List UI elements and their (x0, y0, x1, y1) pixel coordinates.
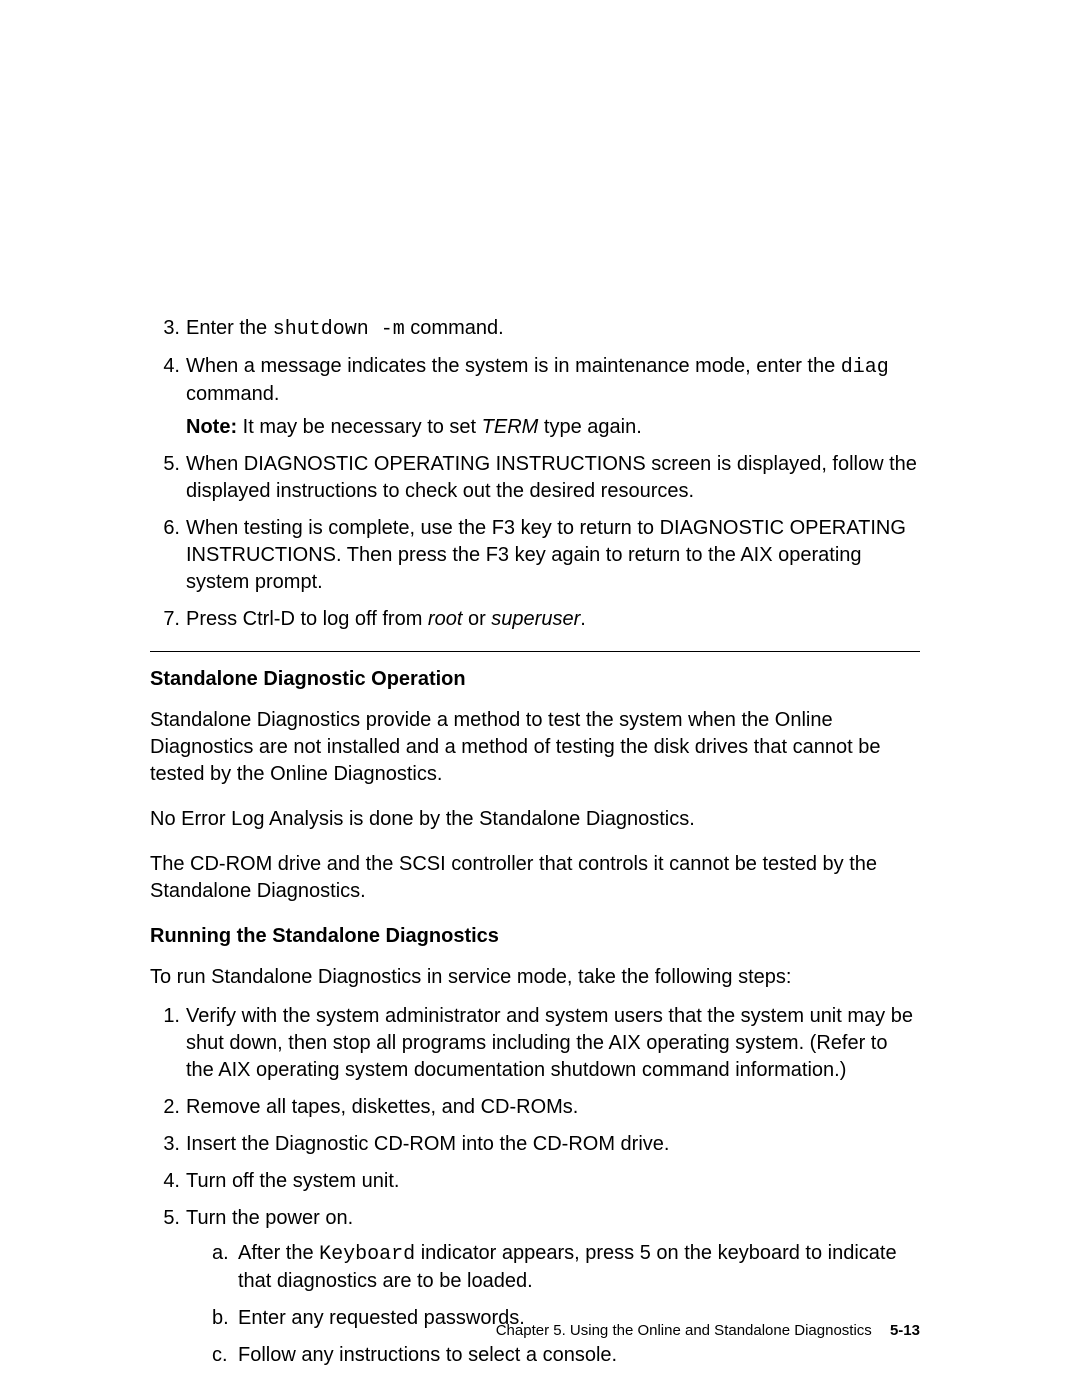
item-number: 2. (150, 1094, 186, 1121)
section-divider (150, 651, 920, 652)
text-suffix: . (580, 608, 586, 630)
list-item: 7. Press Ctrl-D to log off from root or … (150, 606, 920, 633)
item-body: When testing is complete, use the F3 key… (186, 515, 920, 596)
item-body: Turn the power on. a. After the Keyboard… (186, 1205, 920, 1379)
item-number: 5. (150, 1205, 186, 1379)
italic-text: root (428, 608, 462, 630)
item-body: Verify with the system administrator and… (186, 1003, 920, 1084)
item-body: Enter the shutdown -m command. (186, 315, 920, 343)
list-item: 3. Enter the shutdown -m command. (150, 315, 920, 343)
text-prefix: Press Ctrl-D to log off from (186, 608, 428, 630)
text-prefix: Enter the (186, 317, 273, 339)
italic-text: superuser (491, 608, 580, 630)
text-prefix: After the (238, 1242, 319, 1264)
list-item: 4. When a message indicates the system i… (150, 353, 920, 441)
paragraph: The CD-ROM drive and the SCSI controller… (150, 851, 920, 905)
list-item: 5. Turn the power on. a. After the Keybo… (150, 1205, 920, 1379)
item-number: 5. (150, 451, 186, 505)
sub-ordered-list: a. After the Keyboard indicator appears,… (186, 1240, 920, 1369)
note-label: Note: (186, 416, 237, 438)
text-prefix: When a message indicates the system is i… (186, 355, 841, 377)
text-mid: or (462, 608, 491, 630)
footer-chapter: Chapter 5. Using the Online and Standalo… (496, 1322, 872, 1339)
item-body: Insert the Diagnostic CD-ROM into the CD… (186, 1131, 920, 1158)
text-suffix: command. (405, 317, 504, 339)
paragraph: To run Standalone Diagnostics in service… (150, 964, 920, 991)
item-number: c. (212, 1342, 238, 1369)
list-item: 5. When DIAGNOSTIC OPERATING INSTRUCTION… (150, 451, 920, 505)
item-number: a. (212, 1240, 238, 1295)
list-item: 6. When testing is complete, use the F3 … (150, 515, 920, 596)
item-text: Turn the power on. (186, 1207, 353, 1229)
item-number: b. (212, 1305, 238, 1332)
paragraph: Standalone Diagnostics provide a method … (150, 707, 920, 788)
page-footer: Chapter 5. Using the Online and Standalo… (496, 1321, 920, 1341)
paragraph: No Error Log Analysis is done by the Sta… (150, 806, 920, 833)
list-item: c. Follow any instructions to select a c… (212, 1342, 920, 1369)
item-body: After the Keyboard indicator appears, pr… (238, 1240, 920, 1295)
note-pre: It may be necessary to set (237, 416, 482, 438)
item-number: 1. (150, 1003, 186, 1084)
document-page: 3. Enter the shutdown -m command. 4. Whe… (0, 0, 1080, 1397)
item-body: Turn off the system unit. (186, 1168, 920, 1195)
top-ordered-list: 3. Enter the shutdown -m command. 4. Whe… (150, 315, 920, 633)
item-body: When a message indicates the system is i… (186, 353, 920, 441)
section-heading: Standalone Diagnostic Operation (150, 666, 920, 693)
item-number: 7. (150, 606, 186, 633)
list-item: 1. Verify with the system administrator … (150, 1003, 920, 1084)
text-suffix: command. (186, 383, 279, 405)
item-body: Follow any instructions to select a cons… (238, 1342, 920, 1369)
note-line: Note: It may be necessary to set TERM ty… (186, 414, 920, 441)
item-body: Press Ctrl-D to log off from root or sup… (186, 606, 920, 633)
footer-pagenum: 5-13 (890, 1322, 920, 1339)
code-text: diag (841, 356, 889, 379)
note-italic: TERM (482, 416, 539, 438)
item-number: 4. (150, 353, 186, 441)
item-body: When DIAGNOSTIC OPERATING INSTRUCTIONS s… (186, 451, 920, 505)
code-text: Keyboard (319, 1243, 415, 1266)
item-number: 4. (150, 1168, 186, 1195)
section-heading: Running the Standalone Diagnostics (150, 923, 920, 950)
list-item: 2. Remove all tapes, diskettes, and CD-R… (150, 1094, 920, 1121)
item-body: Remove all tapes, diskettes, and CD-ROMs… (186, 1094, 920, 1121)
list-item: 3. Insert the Diagnostic CD-ROM into the… (150, 1131, 920, 1158)
list-item: 4. Turn off the system unit. (150, 1168, 920, 1195)
item-number: 3. (150, 315, 186, 343)
item-number: 6. (150, 515, 186, 596)
note-post: type again. (538, 416, 641, 438)
list-item: a. After the Keyboard indicator appears,… (212, 1240, 920, 1295)
item-number: 3. (150, 1131, 186, 1158)
code-text: shutdown -m (273, 318, 405, 341)
